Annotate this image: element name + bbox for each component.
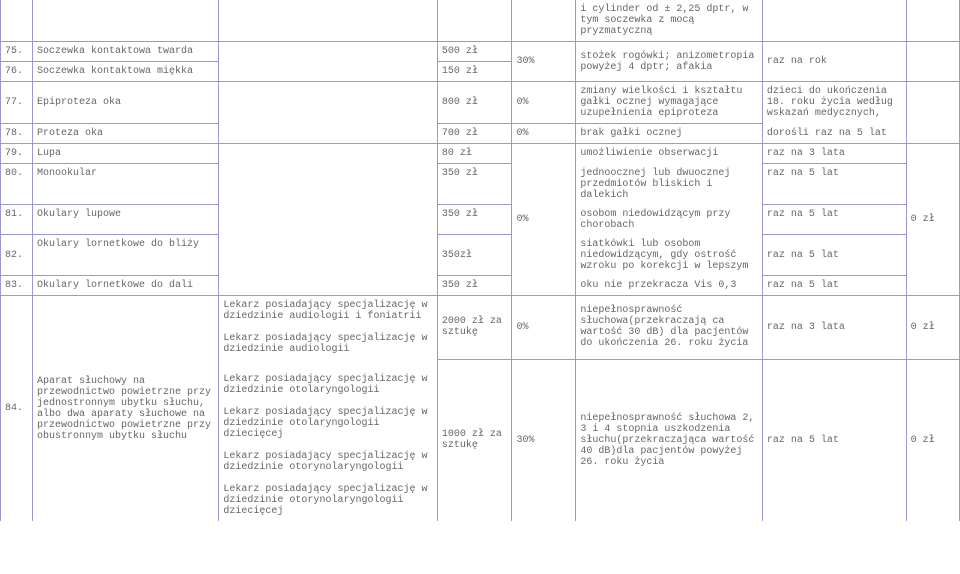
cell-indication: siatkówki lub osobom niedowidzącym, gdy … bbox=[576, 235, 762, 276]
cell-freq: raz na 5 lat bbox=[762, 359, 906, 521]
cell-indication: jednoocznej lub dwuocznej przedmiotów bl… bbox=[576, 164, 762, 205]
table-row: i cylinder od ± 2,25 dptr, w tym soczewk… bbox=[1, 0, 960, 42]
cell-name: Epiproteza oka bbox=[32, 82, 218, 124]
cell-freq: raz na rok bbox=[762, 42, 906, 82]
cell-freq: raz na 5 lat bbox=[762, 276, 906, 296]
table-row: 78. Proteza oka 700 zł 0% brak gałki ocz… bbox=[1, 124, 960, 144]
cell-name: Soczewka kontaktowa miękka bbox=[32, 62, 218, 82]
cell-price: 500 zł bbox=[437, 42, 512, 62]
cell-num: 77. bbox=[1, 82, 33, 124]
cell-price: 800 zł bbox=[437, 82, 512, 124]
medical-limits-table: i cylinder od ± 2,25 dptr, w tym soczewk… bbox=[0, 0, 960, 521]
cell-freq: dorośli raz na 5 lat bbox=[762, 124, 906, 144]
cell-name: Lupa bbox=[32, 144, 218, 164]
cell-pct: 0% bbox=[512, 82, 576, 124]
cell-freq: raz na 3 lata bbox=[762, 296, 906, 360]
cell-name: Okulary lornetkowe do bliży bbox=[32, 235, 218, 276]
cell-indication: brak gałki ocznej bbox=[576, 124, 762, 144]
cell-pct: 30% bbox=[512, 359, 576, 521]
cell-pct: 30% bbox=[512, 42, 576, 82]
cell-num: 81. bbox=[1, 205, 33, 235]
cell-indication: oku nie przekracza Vis 0,3 bbox=[576, 276, 762, 296]
cell-last: 0 zł bbox=[906, 359, 959, 521]
cell-freq: raz na 5 lat bbox=[762, 164, 906, 205]
cell-name: Okulary lornetkowe do dali bbox=[32, 276, 218, 296]
cell-price: 700 zł bbox=[437, 124, 512, 144]
cell-num: 75. bbox=[1, 42, 33, 62]
spec-line: Lekarz posiadający specjalizację w dzied… bbox=[223, 333, 432, 355]
cell-price: 80 zł bbox=[437, 144, 512, 164]
cell-name: Soczewka kontaktowa twarda bbox=[32, 42, 218, 62]
cell-name: Aparat słuchowy na przewodnictwo powietr… bbox=[32, 296, 218, 522]
spec-line: Lekarz posiadający specjalizację w dzied… bbox=[223, 407, 432, 440]
cell-num: 80. bbox=[1, 164, 33, 205]
table-row: 82. Okulary lornetkowe do bliży 350zł si… bbox=[1, 235, 960, 276]
cell-price: 350 zł bbox=[437, 205, 512, 235]
cell-spec: Lekarz posiadający specjalizację w dzied… bbox=[219, 296, 437, 360]
cell-price: 350zł bbox=[437, 235, 512, 276]
cell-price: 350 zł bbox=[437, 276, 512, 296]
cell-price: 350 zł bbox=[437, 164, 512, 205]
table-row: 81. Okulary lupowe 350 zł osobom niedowi… bbox=[1, 205, 960, 235]
cell-indication: i cylinder od ± 2,25 dptr, w tym soczewk… bbox=[576, 0, 762, 42]
cell-name: Okulary lupowe bbox=[32, 205, 218, 235]
cell-name: Monookular bbox=[32, 164, 218, 205]
cell-num: 78. bbox=[1, 124, 33, 144]
cell-pct: 0% bbox=[512, 124, 576, 144]
cell-num: 84. bbox=[1, 296, 33, 522]
spec-line: Lekarz posiadający specjalizację w dzied… bbox=[223, 300, 432, 322]
spec-line: Lekarz posiadający specjalizację w dzied… bbox=[223, 451, 432, 473]
table-row: 83. Okulary lornetkowe do dali 350 zł ok… bbox=[1, 276, 960, 296]
cell-name: Proteza oka bbox=[32, 124, 218, 144]
cell-price: 2000 zł za sztukę bbox=[437, 296, 512, 360]
table-row: 77. Epiproteza oka 800 zł 0% zmiany wiel… bbox=[1, 82, 960, 124]
cell-indication: stożek rogówki; anizometropia powyżej 4 … bbox=[576, 42, 762, 82]
table-row: 79. Lupa 80 zł 0% umożliwienie obserwacj… bbox=[1, 144, 960, 164]
cell-freq: raz na 5 lat bbox=[762, 235, 906, 276]
cell-pct: 0% bbox=[512, 296, 576, 360]
cell-price: 150 zł bbox=[437, 62, 512, 82]
spec-line: Lekarz posiadający specjalizację w dzied… bbox=[223, 484, 432, 517]
cell-price: 1000 zł za sztukę bbox=[437, 359, 512, 521]
cell-last: 0 zł bbox=[906, 296, 959, 360]
cell-indication: zmiany wielkości i kształtu gałki ocznej… bbox=[576, 82, 762, 124]
cell-num: 79. bbox=[1, 144, 33, 164]
cell-freq: raz na 3 lata bbox=[762, 144, 906, 164]
cell-num: 76. bbox=[1, 62, 33, 82]
table-row: 75. Soczewka kontaktowa twarda 500 zł 30… bbox=[1, 42, 960, 62]
cell-indication: osobom niedowidzącym przy chorobach bbox=[576, 205, 762, 235]
table-row: 84. Aparat słuchowy na przewodnictwo pow… bbox=[1, 296, 960, 360]
cell-freq: dzieci do ukończenia 18. roku życia wedł… bbox=[762, 82, 906, 124]
cell-num: 82. bbox=[1, 235, 33, 276]
cell-freq: raz na 5 lat bbox=[762, 205, 906, 235]
cell-pct: 0% bbox=[512, 144, 576, 296]
table-row: 80. Monookular 350 zł jednoocznej lub dw… bbox=[1, 164, 960, 205]
cell-indication: niepełnosprawność słuchowa 2, 3 i 4 stop… bbox=[576, 359, 762, 521]
spec-line: Lekarz posiadający specjalizację w dzied… bbox=[223, 374, 432, 396]
cell-indication: umożliwienie obserwacji bbox=[576, 144, 762, 164]
cell-num: 83. bbox=[1, 276, 33, 296]
cell-indication: niepełnosprawność słuchowa(przekraczają … bbox=[576, 296, 762, 360]
cell-last: 0 zł bbox=[906, 144, 959, 296]
cell-spec: Lekarz posiadający specjalizację w dzied… bbox=[219, 359, 437, 521]
